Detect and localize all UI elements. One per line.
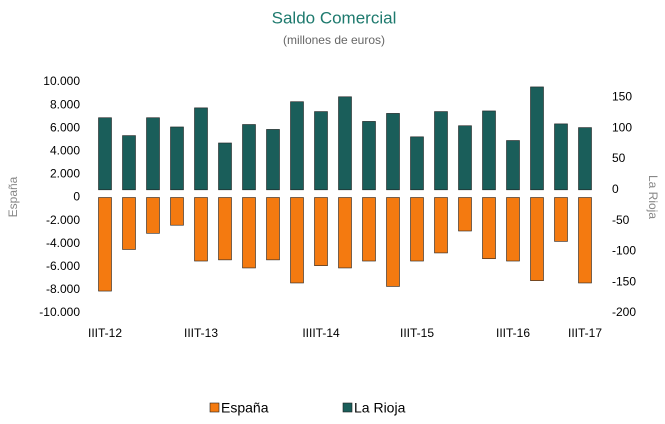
x-tick-label: IIIT-16 — [496, 326, 530, 340]
bar — [314, 111, 328, 191]
y-tick-label: 8.000 — [50, 97, 80, 111]
y2-tick-label: 50 — [612, 151, 626, 165]
bar — [458, 125, 472, 191]
y-tick-label: 0 — [73, 190, 80, 204]
legend-label: La Rioja — [354, 400, 406, 416]
bar — [506, 197, 520, 262]
bar — [362, 197, 376, 262]
bar — [434, 197, 448, 254]
chart-title: Saldo Comercial — [272, 8, 397, 27]
bar — [194, 197, 208, 262]
bar — [290, 197, 304, 284]
x-tick-label: IIIT-17 — [568, 326, 602, 340]
bar — [290, 101, 304, 191]
y-tick-label: -4.000 — [46, 236, 80, 250]
bar — [266, 197, 280, 261]
bar — [170, 126, 184, 191]
bar — [242, 124, 256, 191]
bar — [386, 197, 400, 287]
bar — [362, 121, 376, 191]
y2-tick-label: -150 — [612, 274, 636, 288]
bar — [146, 117, 160, 191]
bar — [578, 197, 592, 284]
bar — [434, 111, 448, 191]
y-tick-label: -10.000 — [39, 305, 80, 319]
x-tick-label: IIIT-12 — [88, 326, 122, 340]
y2-tick-label: -200 — [612, 305, 636, 319]
bar — [146, 197, 160, 234]
bar — [170, 197, 184, 226]
bar — [122, 135, 136, 191]
x-tick-label: IIIIT-14 — [302, 326, 340, 340]
bar — [242, 197, 256, 269]
bar — [410, 136, 424, 191]
y-tick-label: 4.000 — [50, 143, 80, 157]
legend-swatch — [209, 402, 220, 413]
bar — [530, 197, 544, 281]
bar — [218, 142, 232, 191]
y-tick-label: -8.000 — [46, 282, 80, 296]
bar — [98, 117, 112, 191]
bar — [458, 197, 472, 232]
bar — [530, 86, 544, 191]
legend-swatch — [342, 402, 353, 413]
bar — [482, 197, 496, 260]
bar — [314, 197, 328, 266]
y-tick-label: 2.000 — [50, 167, 80, 181]
bar — [506, 140, 520, 191]
bar — [338, 96, 352, 191]
y2-tick-label: -50 — [612, 213, 630, 227]
bar — [386, 113, 400, 191]
bar — [266, 129, 280, 191]
y2-tick-label: 150 — [612, 90, 632, 104]
y-tick-label: 6.000 — [50, 120, 80, 134]
y-tick-label: 10.000 — [43, 74, 80, 88]
bar — [338, 197, 352, 269]
bar — [194, 107, 208, 191]
y2-tick-label: -100 — [612, 244, 636, 258]
y2-axis-title: La Rioja — [646, 175, 660, 219]
y-tick-label: -6.000 — [46, 259, 80, 273]
bar — [98, 197, 112, 292]
bar — [554, 123, 568, 191]
x-tick-label: IIIT-13 — [184, 326, 218, 340]
y-tick-label: -2.000 — [46, 213, 80, 227]
bar — [122, 197, 136, 250]
bar — [554, 197, 568, 242]
bar — [482, 110, 496, 191]
bar — [578, 127, 592, 191]
y2-tick-label: 100 — [612, 120, 632, 134]
bar — [410, 197, 424, 262]
y-axis-title: España — [6, 176, 20, 217]
chart-subtitle: (millones de euros) — [283, 33, 385, 47]
y2-tick-label: 0 — [612, 182, 619, 196]
bar — [218, 197, 232, 261]
x-tick-label: IIIT-15 — [400, 326, 434, 340]
legend-label: España — [221, 400, 269, 416]
